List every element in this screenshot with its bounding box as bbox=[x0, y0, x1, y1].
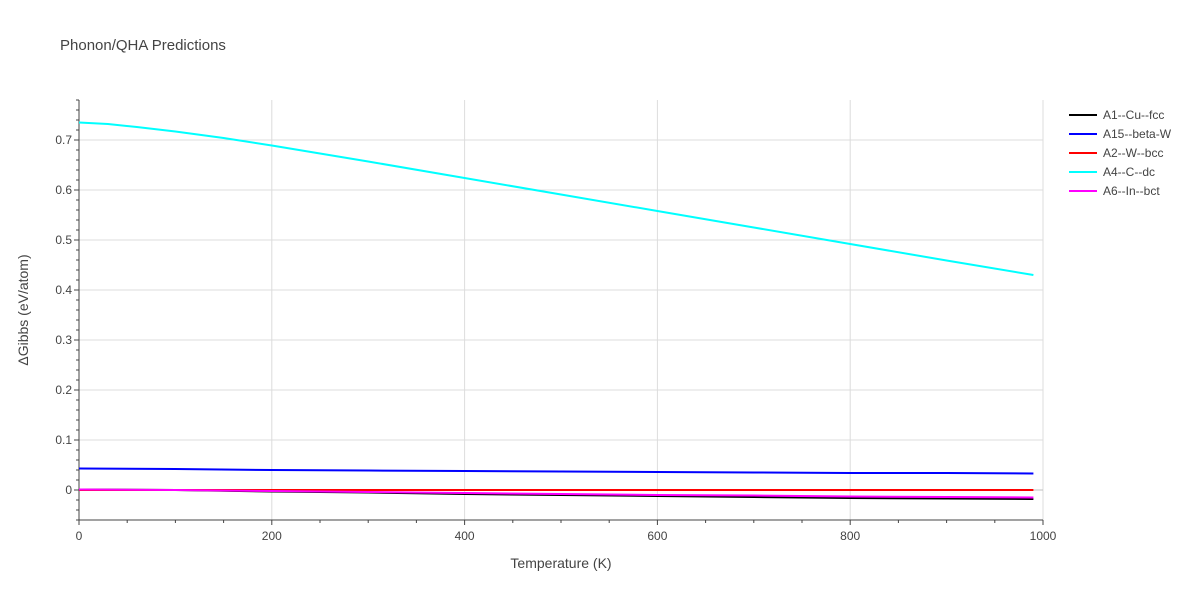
axes: 0 200 400 600 800 1000 0 0.1 0.2 0.3 0.4 0.5 0.6 0.7 bbox=[55, 99, 1057, 543]
legend-label: A4--C--dc bbox=[1103, 165, 1155, 179]
y-tick-label: 0.6 bbox=[55, 183, 72, 197]
y-tick-label: 0.3 bbox=[55, 333, 72, 347]
x-tick-label: 0 bbox=[76, 529, 83, 543]
series-group bbox=[78, 121, 1034, 500]
legend-label: A1--Cu--fcc bbox=[1103, 108, 1164, 122]
legend-label: A15--beta-W bbox=[1103, 127, 1172, 141]
series-line-a6-in-bct bbox=[78, 488, 1034, 499]
x-tick-label: 400 bbox=[455, 529, 475, 543]
legend-label: A2--W--bcc bbox=[1103, 146, 1163, 160]
legend: A1--Cu--fcc A15--beta-W A2--W--bcc A4--C--d… bbox=[1069, 108, 1172, 198]
series-line-a15-beta-w bbox=[78, 467, 1034, 475]
x-tick-label: 1000 bbox=[1030, 529, 1057, 543]
x-tick-label: 200 bbox=[262, 529, 282, 543]
y-tick-label: 0.4 bbox=[55, 283, 72, 297]
chart-title: Phonon/QHA Predictions bbox=[60, 37, 226, 54]
x-tick-label: 800 bbox=[840, 529, 860, 543]
y-tick-label: 0.7 bbox=[55, 133, 72, 147]
legend-label: A6--In--bct bbox=[1103, 184, 1160, 198]
x-tick-label: 600 bbox=[647, 529, 667, 543]
y-tick-label: 0 bbox=[65, 483, 72, 497]
y-tick-label: 0.2 bbox=[55, 383, 72, 397]
x-axis-title: Temperature (K) bbox=[510, 555, 611, 571]
y-axis-title: ΔGibbs (eV/atom) bbox=[15, 254, 31, 365]
series-line-a4-c-dc bbox=[78, 121, 1034, 276]
y-tick-label: 0.1 bbox=[55, 433, 72, 447]
y-tick-label: 0.5 bbox=[55, 233, 72, 247]
